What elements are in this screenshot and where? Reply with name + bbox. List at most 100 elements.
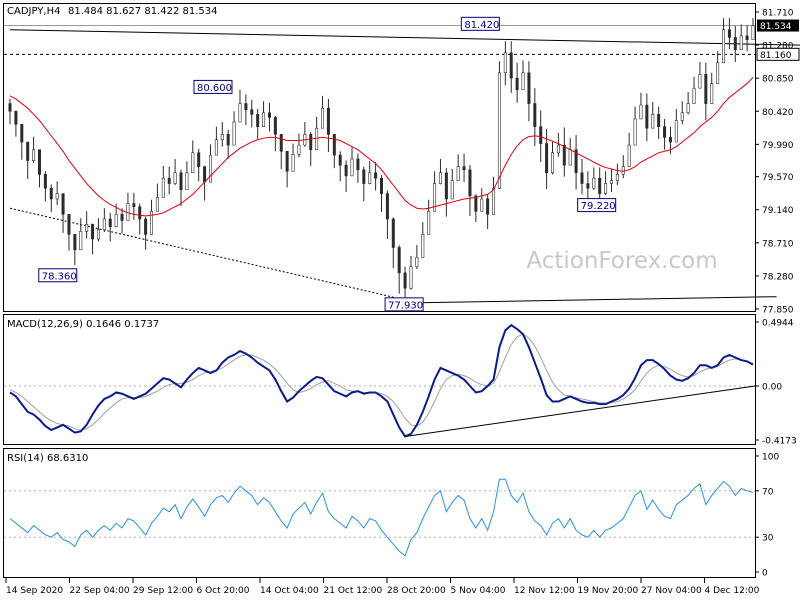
- candle-body: [497, 72, 501, 189]
- candle-body: [568, 149, 572, 166]
- candle-body: [609, 180, 613, 184]
- macd-signal-line: [9, 333, 754, 431]
- candle-body: [350, 158, 354, 177]
- price-annotation-box: [384, 297, 424, 312]
- candle-body: [509, 52, 513, 79]
- candle-body: [138, 206, 142, 220]
- candle-body: [391, 218, 395, 248]
- moving-average-line: [9, 77, 754, 217]
- candle-body: [273, 117, 277, 135]
- candle-body: [698, 74, 702, 89]
- candle-body: [751, 25, 755, 40]
- price-annotation-label: 80.600: [197, 83, 232, 94]
- candle-body: [262, 112, 266, 127]
- x-tick-label: 4 Dec 12:00: [705, 586, 760, 596]
- candle-body: [344, 164, 348, 177]
- price-y-tick-label: 79.990: [762, 141, 794, 151]
- candle-body: [85, 224, 89, 232]
- candle-body: [604, 183, 608, 194]
- price-y-tick-label: 79.570: [762, 173, 794, 183]
- x-tick-label: 21 Oct 12:00: [324, 586, 383, 596]
- candle-body: [297, 144, 301, 155]
- candle-body: [132, 203, 136, 207]
- candle-body: [232, 121, 236, 146]
- price-annotation-label: 78.360: [42, 271, 77, 282]
- price-y-tick-label: 78.280: [762, 272, 794, 282]
- candle-body: [716, 62, 720, 84]
- macd-panel-frame: [3, 314, 756, 445]
- candle-body: [456, 166, 460, 181]
- candle-body: [120, 214, 124, 221]
- macd-main-line: [9, 323, 754, 438]
- candle-body: [291, 154, 295, 172]
- trendline-lower: [9, 207, 412, 302]
- candle-body: [545, 143, 549, 174]
- price-annotation-label: 79.220: [581, 201, 616, 212]
- x-tick-label: 28 Oct 20:00: [387, 586, 446, 596]
- candle-body: [43, 174, 47, 189]
- candle-body: [533, 103, 537, 127]
- candle-body: [332, 134, 336, 156]
- price-annotation-box: [460, 16, 500, 31]
- candle-body: [427, 210, 431, 235]
- level-line-box: [756, 47, 800, 61]
- candle-body: [639, 104, 643, 120]
- candle-body: [368, 172, 372, 184]
- macd-y-tick-label: 0.4944: [762, 319, 794, 329]
- candle-body: [374, 172, 378, 179]
- candle-body: [651, 114, 655, 129]
- candle-body: [515, 77, 519, 91]
- candle-body: [527, 72, 531, 104]
- candle-body: [321, 107, 325, 129]
- rsi-y-tick-label: 0: [762, 569, 768, 579]
- candle-body: [621, 166, 625, 175]
- level-line-label: 81.160: [760, 51, 792, 61]
- candle-body: [155, 197, 159, 212]
- current-price-label: 81.534: [760, 22, 792, 32]
- x-tick-label: 22 Sep 04:00: [70, 586, 130, 596]
- candle-body: [598, 177, 602, 194]
- candle-body: [421, 234, 425, 258]
- candle-body: [67, 214, 71, 235]
- candle-body: [96, 229, 100, 240]
- candle-body: [468, 169, 472, 197]
- candle-body: [55, 193, 59, 200]
- candle-body: [279, 134, 283, 152]
- candle-body: [733, 37, 737, 51]
- candle-body: [173, 172, 177, 184]
- candle-body: [309, 134, 313, 151]
- candle-body: [203, 166, 207, 183]
- price-annotation-box: [577, 198, 617, 213]
- price-y-tick-label: 77.850: [762, 306, 794, 316]
- rsi-line: [9, 478, 754, 557]
- time-axis: 14 Sep 2020 22 Sep 04:00 29 Sep 12:00 6 Oct…: [5, 578, 760, 596]
- candle-body: [108, 218, 112, 227]
- candle-body: [26, 141, 30, 161]
- candle-body: [238, 103, 242, 123]
- candle-body: [315, 127, 319, 151]
- rsi-y-tick-label: 100: [762, 453, 779, 463]
- candle-body: [250, 109, 254, 115]
- candle-body: [539, 126, 543, 144]
- candle-body: [586, 183, 590, 189]
- candle-body: [385, 193, 389, 220]
- price-y-tick-label: 81.710: [762, 9, 794, 19]
- candle-body: [503, 52, 507, 74]
- candle-body: [8, 103, 12, 112]
- candle-body: [226, 134, 230, 146]
- x-tick-label: 5 Nov 04:00: [451, 586, 506, 596]
- candle-body: [722, 29, 726, 64]
- candle-body: [433, 183, 437, 212]
- candle-body: [338, 154, 342, 166]
- price-annotation-box: [38, 268, 78, 283]
- candle-body: [362, 169, 366, 184]
- price-panel-frame: [3, 3, 756, 312]
- candle-body: [645, 104, 649, 129]
- candle-body: [244, 103, 248, 111]
- candle-body: [556, 144, 560, 154]
- candle-body: [615, 174, 619, 181]
- candle-body: [208, 154, 212, 183]
- candle-body: [727, 29, 731, 38]
- rsi-title: RSI(14) 68.6310: [7, 453, 88, 464]
